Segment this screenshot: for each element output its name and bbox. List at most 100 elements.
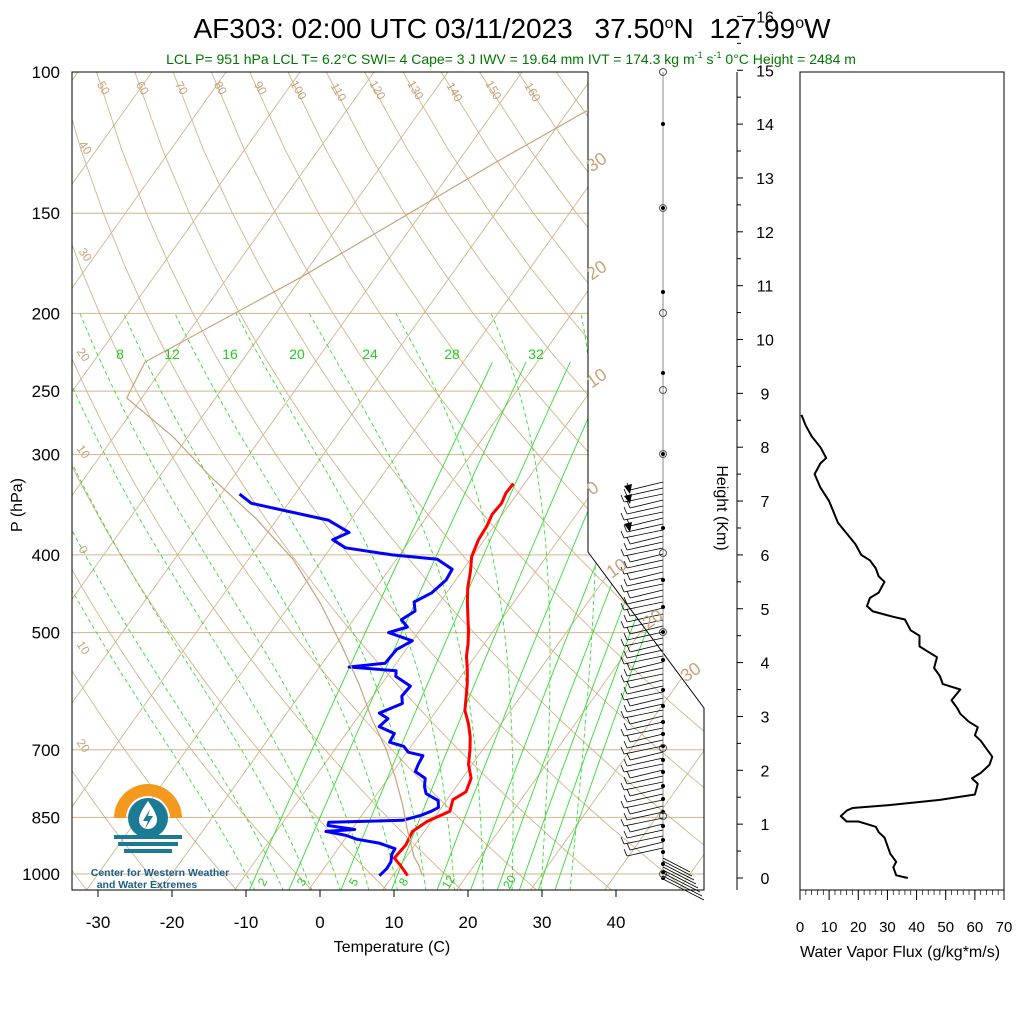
dry-adiabat-line [72, 72, 238, 890]
subtitle-mid: s [703, 51, 714, 67]
wind-barb-shaft [623, 781, 664, 791]
wind-barb-shaft [623, 637, 664, 647]
dry-adiabat-line [95, 72, 689, 890]
mixing-ratio-bottom-label: 8 [396, 875, 412, 888]
wind-barb-shaft [629, 499, 664, 509]
wind-barb-shaft [629, 589, 664, 599]
dry-adiabat-label: 90 [251, 79, 270, 98]
moist-adiabat-line [72, 313, 342, 890]
wind-barb-shaft [629, 553, 664, 563]
parcel-line [126, 72, 656, 876]
mixing-ratio-line [537, 361, 704, 890]
wind-barb-shaft [626, 649, 664, 659]
mixing-ratio-line [496, 361, 702, 890]
temperature-tick-label: -10 [234, 913, 259, 932]
pressure-tick-label: 700 [32, 741, 60, 760]
flux-tick-label: 40 [908, 919, 925, 936]
wind-barb-shaft [623, 691, 664, 701]
wind-barb-shaft [629, 535, 664, 545]
wind-barb-shaft [623, 799, 664, 809]
height-axis-title: Height (Km) [713, 465, 730, 550]
dry-adiabat-label: 100 [287, 78, 309, 103]
wind-barb-feather [620, 602, 625, 611]
wind-barb-feather [620, 548, 625, 557]
wind-barb-feather [626, 824, 631, 833]
wind-barb-shaft [623, 727, 664, 737]
dry-adiabat-line [287, 72, 704, 890]
isotherm-label-right: 20 [583, 256, 611, 284]
wind-barb-shaft [629, 481, 664, 491]
height-tick-label: 13 [756, 171, 774, 188]
isotherm-label-right: 30 [583, 148, 611, 176]
temperature-tick-label: 10 [385, 913, 404, 932]
height-tick-label: 2 [761, 763, 770, 780]
pressure-tick-label: 500 [32, 624, 60, 643]
dry-adiabat-line [172, 72, 704, 890]
wind-barb-shaft [626, 757, 664, 767]
wind-calm-circle [659, 204, 667, 212]
flux-tick-label: 50 [937, 919, 954, 936]
temperature-tick-label: 0 [315, 913, 324, 932]
dry-adiabat-line [72, 72, 539, 890]
isotherm-line [72, 72, 227, 890]
dry-adiabat-label: 50 [94, 79, 113, 98]
wind-level-dot [661, 824, 665, 828]
height-tick-label: 8 [761, 440, 770, 457]
isotherm-line [455, 72, 704, 890]
wind-barb-shaft [626, 613, 664, 623]
wind-barb-shaft [626, 829, 664, 839]
wind-calm-circle [659, 744, 667, 752]
wind-barb-pennant [624, 522, 632, 532]
wind-barb-feather [620, 746, 625, 755]
wind-barb-shaft [626, 739, 664, 749]
wind-barb-shaft [629, 607, 664, 617]
wind-level-dot [661, 658, 665, 662]
title-lon-hemi: W [804, 13, 831, 44]
mixing-ratio-top-label: 32 [528, 346, 544, 362]
wind-level-dot [661, 850, 665, 854]
wind-calm-circle [659, 309, 667, 317]
mixing-ratio-bottom-label: 5 [346, 875, 362, 888]
mixing-ratio-top-label: 28 [444, 346, 460, 362]
height-tick-label: 4 [761, 656, 770, 673]
flux-series [800, 414, 994, 879]
wind-barb-shaft [626, 505, 664, 515]
isotherm-line [72, 72, 301, 890]
subtitle-tail: 0°C Height = 2484 m [722, 51, 856, 67]
isotherm-line [307, 72, 704, 890]
wind-barb-shaft [626, 811, 664, 821]
wind-barb-feather [620, 800, 625, 809]
wind-barb-pennant [624, 484, 632, 494]
height-tick-label: 14 [756, 117, 774, 134]
moist-adiabat-line [123, 313, 398, 890]
wind-barb-feather [626, 572, 631, 581]
wind-barb-surface [662, 869, 699, 889]
mixing-ratio-line [248, 361, 493, 890]
wind-barb-shaft [623, 565, 664, 575]
moist-adiabat-line [72, 313, 256, 890]
wind-barb-shaft [629, 841, 664, 851]
wind-barb-feather [620, 656, 625, 665]
wind-barb-feather [620, 512, 625, 521]
pressure-tick-label: 200 [32, 304, 60, 323]
pressure-tick-label: 300 [32, 446, 60, 465]
title-lat: 37.50 [595, 13, 665, 44]
moist-adiabat-line [79, 313, 370, 890]
wind-level-dot [661, 290, 665, 294]
height-tick-label: 1 [761, 817, 770, 834]
wind-barb-shaft [626, 793, 664, 803]
height-tick-label: 10 [756, 333, 774, 350]
temperature-line [392, 482, 515, 877]
background-line-labels: 50 60 70 80 90 100 110 120 130 140 150 160403020100… [74, 78, 705, 891]
wind-barb-feather [623, 524, 628, 533]
moist-adiabat-line [72, 313, 285, 890]
isotherm-label-left: 10 [74, 638, 93, 657]
mixing-ratio-top-label: 12 [164, 346, 180, 362]
temperature-axis: -30 -20 -10 0 10 20 30 40 [86, 890, 625, 932]
wind-barb-shaft [629, 715, 664, 725]
wind-barb-feather [626, 770, 631, 779]
dry-adiabat-line [325, 72, 704, 890]
wind-barb-feather [623, 848, 628, 857]
wind-barb-feather [626, 698, 631, 707]
